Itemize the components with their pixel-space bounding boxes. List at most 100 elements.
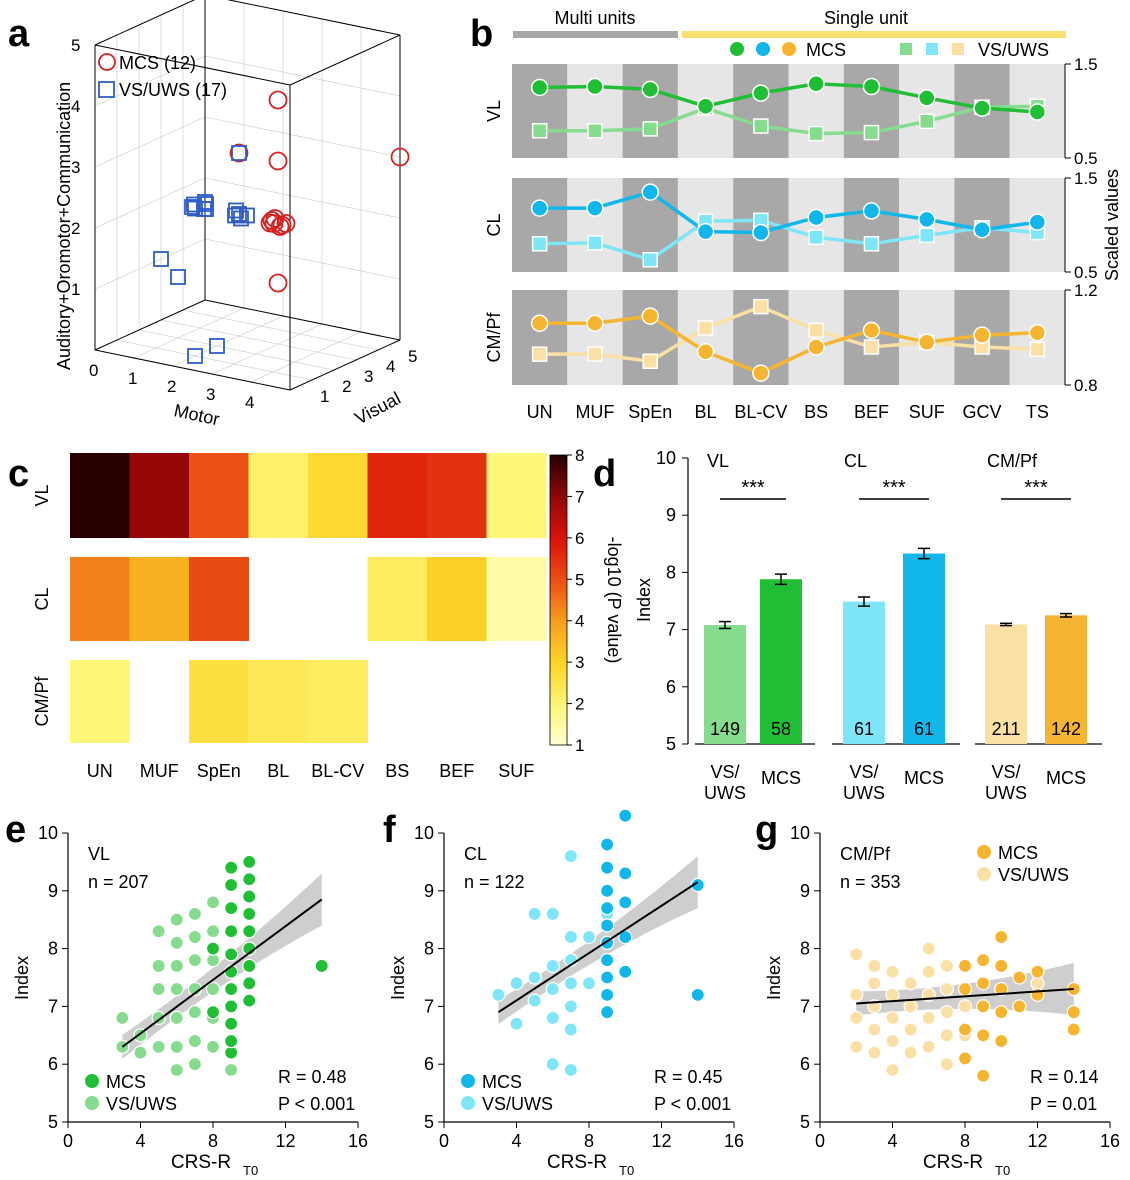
colorbar-segment	[550, 583, 567, 589]
mcs-point	[600, 970, 615, 985]
colorbar-segment	[550, 699, 567, 705]
regression-line	[121, 898, 323, 1048]
heatmap-cell	[308, 660, 368, 743]
axis-frame-edge	[94, 299, 206, 351]
heatmap-column-label: SpEn	[197, 761, 241, 781]
y-axis-tick-label: 6	[48, 1054, 58, 1074]
mcs-point	[1028, 324, 1047, 342]
mcs-point	[530, 199, 549, 217]
grid-line	[160, 319, 357, 361]
colorbar-segment	[550, 711, 567, 717]
heatmap-column-label: BS	[385, 761, 409, 781]
legend-vs-uws-marker	[98, 81, 115, 98]
mcs-marker	[268, 273, 288, 293]
colorbar-segment	[550, 641, 567, 647]
x-axis-tick-label: 16	[1100, 1131, 1120, 1151]
mcs-point	[1028, 103, 1047, 121]
vs-uws-point	[581, 929, 597, 945]
colorbar-segment	[550, 463, 567, 469]
x-axis-tick-label: 0	[815, 1131, 825, 1151]
z-tick-label: 1	[71, 280, 80, 299]
vs-uws-point	[151, 1010, 166, 1026]
correlation-r: R = 0.48	[278, 1067, 347, 1087]
colorbar-segment	[550, 600, 567, 605]
mcs-point	[1012, 999, 1027, 1014]
bar	[1045, 615, 1087, 744]
mcs-point	[957, 1022, 973, 1037]
y-axis-tick-label: 10	[656, 448, 676, 468]
y-axis-tick-label: 8	[424, 939, 434, 959]
vs-uws-point	[169, 912, 184, 927]
grid-line	[204, 177, 401, 219]
mcs-point	[994, 958, 1009, 974]
colorbar-segment	[550, 533, 567, 539]
vs-uws-marker	[186, 196, 202, 213]
vs-uws-point	[169, 935, 184, 950]
heatmap-cell	[70, 660, 130, 743]
motor-tick-label: 1	[128, 369, 137, 388]
x-axis-title-subscript: T0	[243, 1163, 258, 1178]
heatmap-column-label: UN	[87, 761, 113, 781]
mcs-point	[242, 993, 257, 1008]
heatmap-cell	[367, 557, 428, 641]
mcs-marker	[268, 90, 288, 110]
colorbar-segment	[550, 566, 567, 572]
vs-uws-point	[921, 941, 936, 956]
vs-uws-point	[642, 121, 658, 137]
mcs-marker	[268, 151, 288, 171]
legend-mcs-marker	[98, 53, 116, 71]
grid-line	[94, 177, 206, 229]
mcs-point	[994, 981, 1009, 997]
mcs-point	[976, 1068, 991, 1083]
grid-line	[182, 309, 379, 351]
colorbar-segment	[550, 670, 567, 676]
x-axis-title-subscript: T0	[619, 1163, 634, 1178]
mcs-point	[976, 976, 991, 991]
colorbar-segment	[550, 575, 567, 580]
vs-uws-point	[939, 981, 954, 997]
colorbar-segment	[550, 612, 567, 618]
heatmap-cell	[189, 557, 249, 641]
y-axis-tick-label: 6	[424, 1054, 434, 1074]
colorbar-segment	[550, 687, 567, 692]
colorbar-tick-label: 3	[575, 653, 584, 672]
bar-count-label: 211	[992, 719, 1021, 739]
mcs-point	[600, 883, 615, 898]
mcs-point	[586, 314, 604, 332]
vs-uws-point	[187, 929, 202, 945]
mcs-point	[976, 953, 991, 968]
legend-vs-uws-square	[926, 43, 938, 55]
heatmap-row-label: VL	[32, 484, 52, 506]
colorbar-segment	[550, 604, 567, 609]
vs-uws-line	[539, 218, 1038, 262]
vs-uws-point	[867, 1022, 882, 1037]
colorbar-segment	[550, 653, 567, 659]
visual-tick-label: 5	[408, 347, 417, 366]
colorbar-segment	[550, 678, 567, 684]
mcs-point	[224, 860, 239, 875]
motor-tick-label: 2	[167, 377, 176, 396]
mcs-point	[205, 1005, 221, 1020]
x-axis-tick-label: 12	[651, 1131, 671, 1151]
vs-uws-marker	[227, 207, 243, 224]
vs-uws-point	[545, 906, 560, 922]
y-axis-tick-label: 10	[414, 823, 434, 843]
vs-uws-point	[563, 999, 578, 1014]
grid-line	[204, 116, 401, 158]
vs-uws-point	[903, 999, 918, 1014]
bar-category-label: MCS	[904, 768, 944, 788]
mcs-marker	[264, 214, 284, 233]
heatmap-cell	[70, 453, 130, 538]
mcs-point	[600, 860, 615, 875]
group-title: CL	[844, 451, 867, 471]
legend-vs-uws-label: VS/UWS	[978, 40, 1049, 60]
heatmap-column-label: BL-CV	[311, 761, 364, 781]
vs-uws-point	[867, 958, 882, 974]
group-title: VL	[707, 451, 729, 471]
colorbar-segment	[550, 479, 567, 485]
bar-category-label: VS/	[849, 762, 878, 782]
mcs-point	[600, 953, 615, 968]
correlation-r: R = 0.14	[1030, 1067, 1099, 1087]
legend-vs-uws-label: VS/UWS	[482, 1094, 553, 1114]
